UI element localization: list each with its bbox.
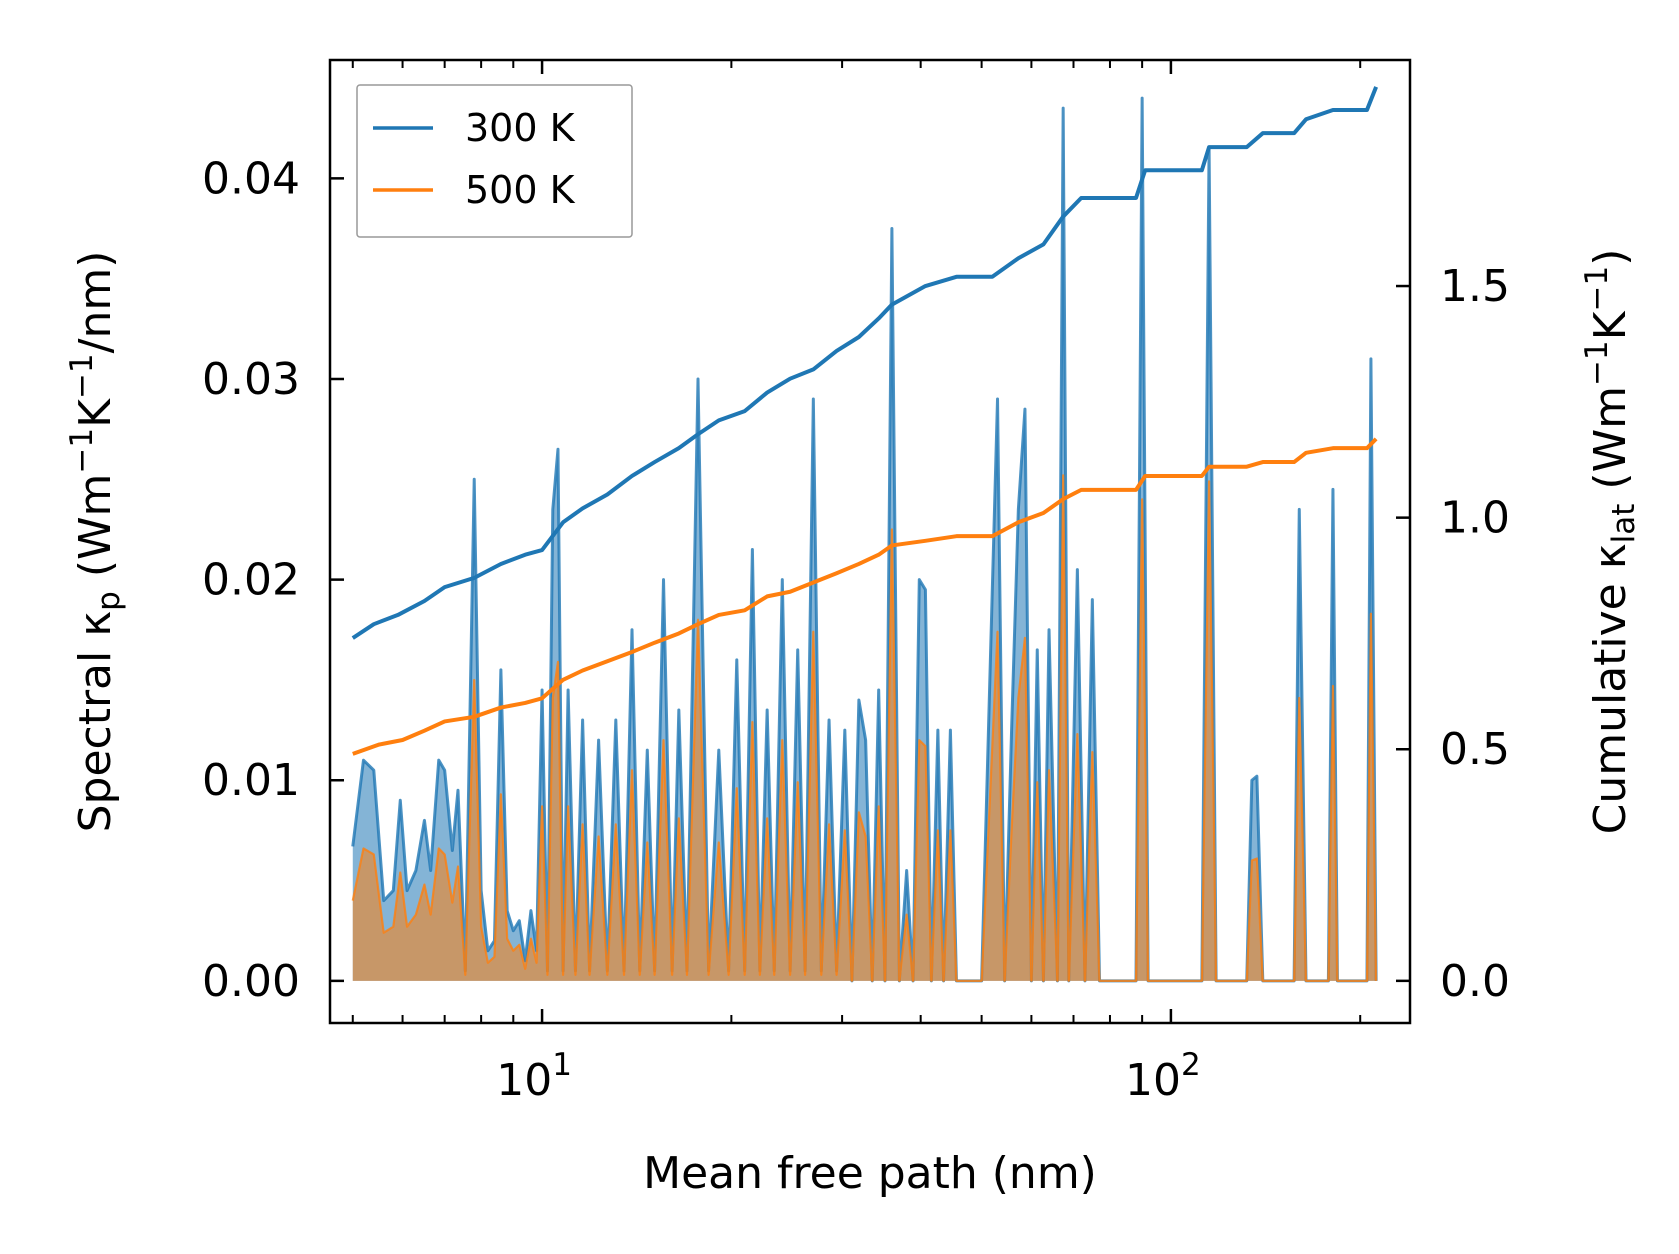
- label-subscript: lat: [1606, 504, 1642, 544]
- right-y-tick-label: 1.0: [1440, 493, 1510, 544]
- label-superscript: −1: [64, 428, 100, 474]
- left-y-tick-label: 0.04: [202, 153, 300, 204]
- label-text: (Wm: [70, 474, 121, 592]
- left-y-tick-label: 0.02: [202, 555, 300, 606]
- x-axis-label: Mean free path (nm): [643, 1148, 1097, 1199]
- legend-label-500k: 500 K: [465, 168, 576, 212]
- left-y-tick-label: 0.01: [202, 755, 300, 806]
- right-y-tick-label: 0.0: [1440, 956, 1510, 1007]
- spectral-line-300k: [351, 96, 1378, 983]
- spectral-line-500k: [351, 474, 1378, 982]
- label-superscript: −1: [64, 353, 100, 399]
- label-text: K: [1585, 310, 1636, 340]
- right-y-tick-label: 1.5: [1440, 261, 1510, 312]
- plot-area: [351, 86, 1378, 983]
- label-text: Cumulative κ: [1585, 543, 1636, 834]
- label-text: ): [1585, 249, 1636, 266]
- left-y-axis-label: Spectral κp (Wm−1K−1/nm): [64, 251, 127, 833]
- label-superscript: −1: [1579, 266, 1615, 312]
- ticks: 0.00 0.01 0.02 0.03 0.04 0.0 0.5 1.0 1.5 101 102: [202, 60, 1510, 1106]
- x-tick-label: 102: [1125, 1047, 1201, 1106]
- spectral-area-500k: [352, 475, 1377, 981]
- label-text: K: [70, 398, 121, 428]
- cumulative-line-500k: [352, 437, 1378, 756]
- legend: 300 K 500 K: [356, 84, 633, 238]
- x-tick-label: 101: [496, 1047, 572, 1106]
- left-y-tick-label: 0.00: [202, 956, 300, 1007]
- label-text: Spectral κ: [70, 611, 121, 833]
- axes-frame: [328, 58, 1412, 1025]
- right-y-tick-label: 0.5: [1440, 724, 1510, 775]
- label-text: (Wm: [1585, 386, 1636, 504]
- label-subscript: p: [91, 591, 127, 611]
- left-y-tick-label: 0.03: [202, 354, 300, 405]
- cumulative-line-300k: [351, 86, 1378, 640]
- right-y-axis-label: Cumulative κlat (Wm−1K−1): [1579, 249, 1642, 835]
- legend-box: [356, 84, 633, 238]
- label-text: /nm): [70, 251, 121, 354]
- legend-label-300k: 300 K: [465, 106, 576, 150]
- label-superscript: −1: [1579, 340, 1615, 386]
